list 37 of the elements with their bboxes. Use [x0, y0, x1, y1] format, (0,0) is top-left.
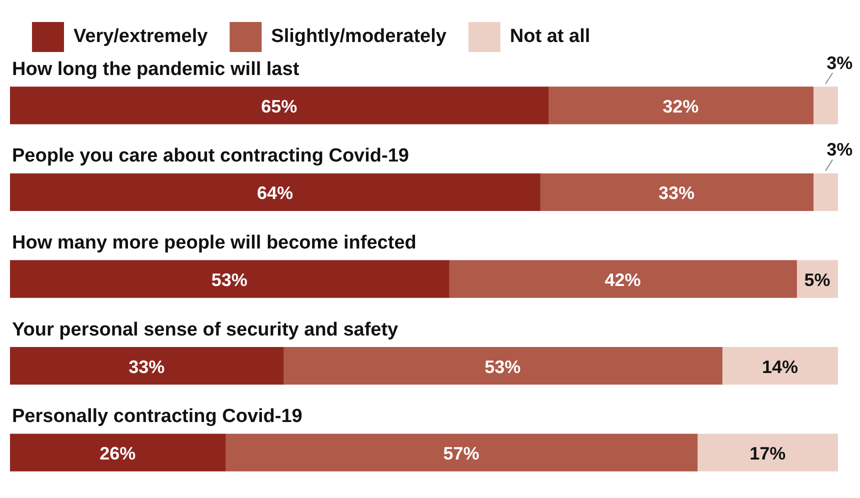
data-label: 57% [443, 444, 480, 464]
bar [10, 346, 284, 385]
y-tick-label: People you care about contracting Covid-19 [12, 146, 409, 167]
data-label: 42% [604, 270, 641, 290]
bar [282, 346, 722, 385]
data-label: 26% [100, 444, 136, 464]
legend-label: Slightly/moderately [271, 26, 447, 48]
data-label: 14% [762, 356, 798, 377]
y-tick-label: Personally contracting Covid-19 [12, 406, 302, 428]
data-label: 33% [128, 356, 165, 377]
bar [548, 86, 814, 124]
bar [10, 434, 226, 472]
data-label: 53% [211, 270, 248, 290]
bar [540, 173, 814, 212]
bar [448, 260, 797, 298]
bar [812, 86, 838, 124]
bar [10, 86, 549, 124]
y-tick-label: How many more people will become infected [12, 232, 416, 254]
y-tick-label: Your personal sense of security and safety [12, 319, 399, 340]
bar [224, 434, 698, 472]
data-label: 3% [826, 140, 853, 160]
bar [10, 173, 540, 212]
bar [812, 173, 838, 212]
legend-label: Very/extremely [74, 26, 208, 48]
data-label: 65% [261, 96, 298, 116]
bar [696, 434, 838, 472]
bar [10, 260, 450, 298]
bar [722, 346, 838, 385]
data-label: 17% [750, 444, 786, 464]
data-label: 53% [484, 356, 521, 377]
data-label: 5% [804, 270, 830, 290]
data-label: 3% [826, 52, 853, 73]
y-tick-label: How long the pandemic will last [12, 58, 300, 80]
data-label: 64% [256, 183, 293, 204]
data-label: 33% [658, 183, 695, 204]
legend-label: Not at all [510, 26, 590, 48]
data-label: 32% [662, 96, 699, 116]
